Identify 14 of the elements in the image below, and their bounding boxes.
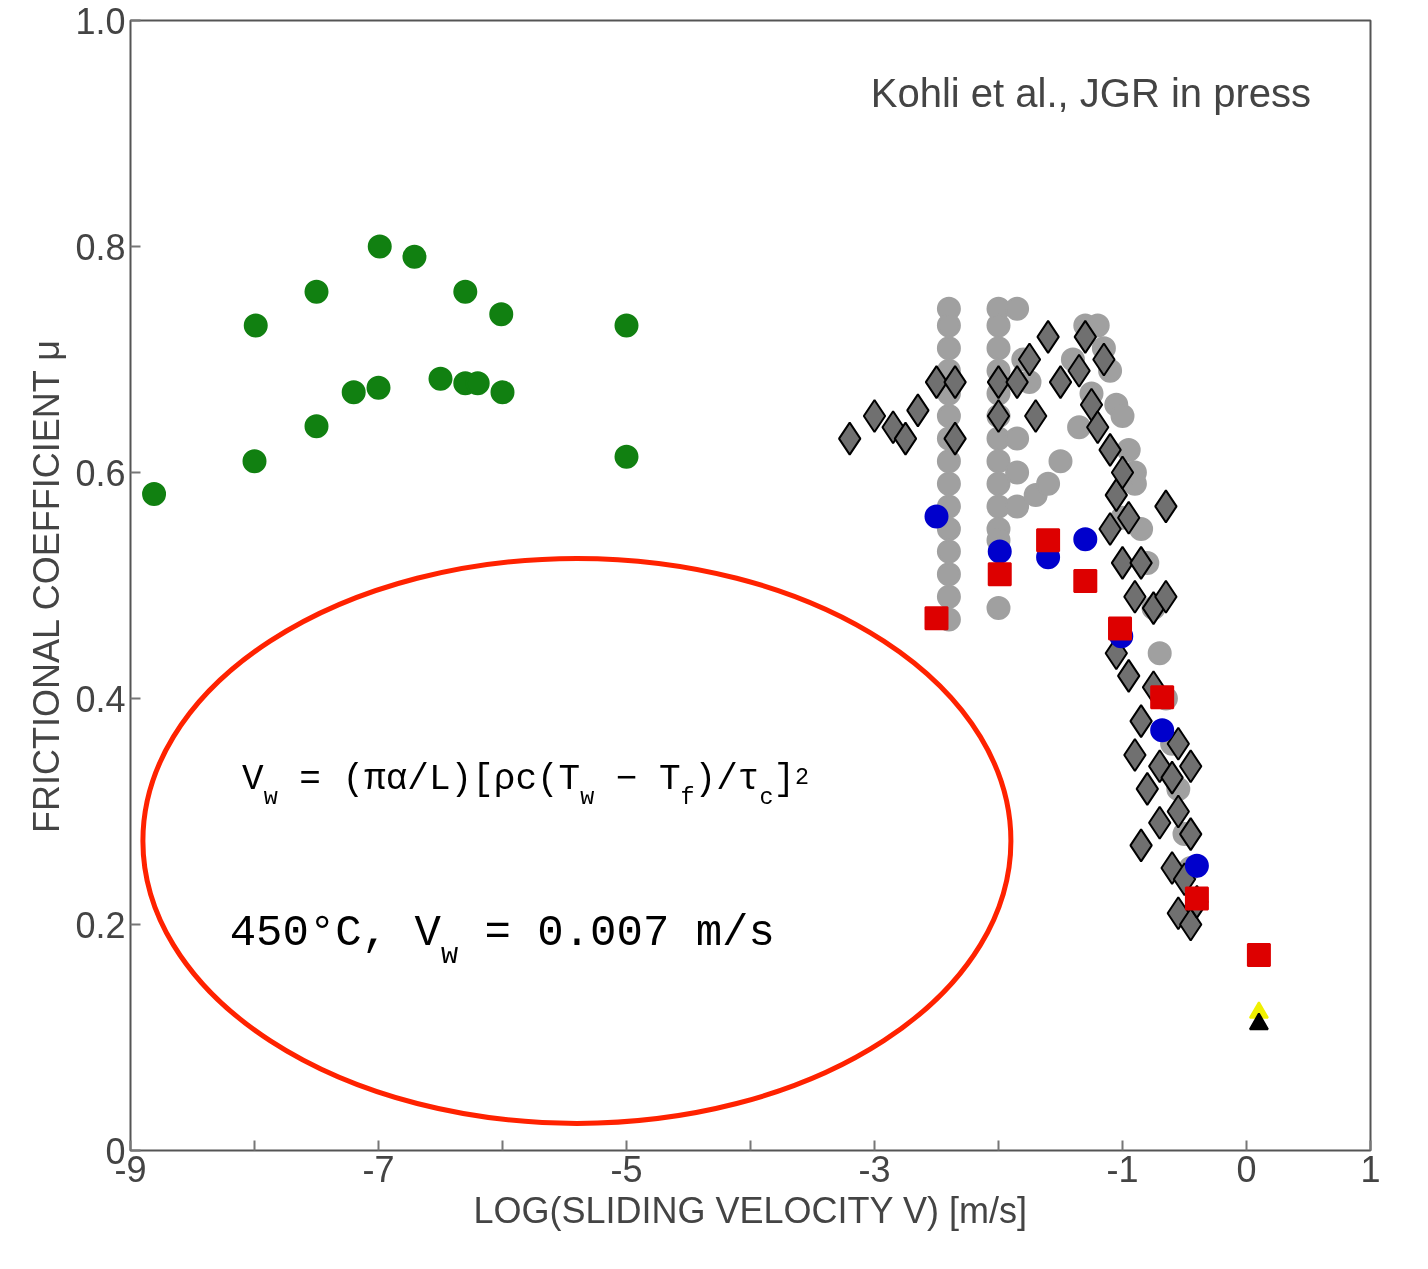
y-axis-title: FRICTIONAL COEFFICIENT μ	[26, 340, 68, 833]
y-tick-label: 0.6	[75, 452, 126, 494]
y-tick-label: 0.2	[75, 904, 126, 946]
x-tick-label: 1	[1360, 1148, 1381, 1190]
x-tick-label: -5	[610, 1148, 643, 1190]
x-tick-label: -3	[858, 1148, 891, 1190]
x-axis-title: LOG(SLIDING VELOCITY V) [m/s]	[473, 1189, 1027, 1231]
x-tick-label: -7	[362, 1148, 395, 1190]
x-tick-label: 0	[1236, 1148, 1257, 1190]
y-tick-label: 0.8	[75, 226, 126, 268]
y-tick-label: 0.4	[75, 678, 126, 720]
annotation: Kohli et al., JGR in press	[870, 71, 1311, 116]
y-tick-label: 1.0	[75, 0, 126, 42]
x-tick-label: -1	[1106, 1148, 1139, 1190]
